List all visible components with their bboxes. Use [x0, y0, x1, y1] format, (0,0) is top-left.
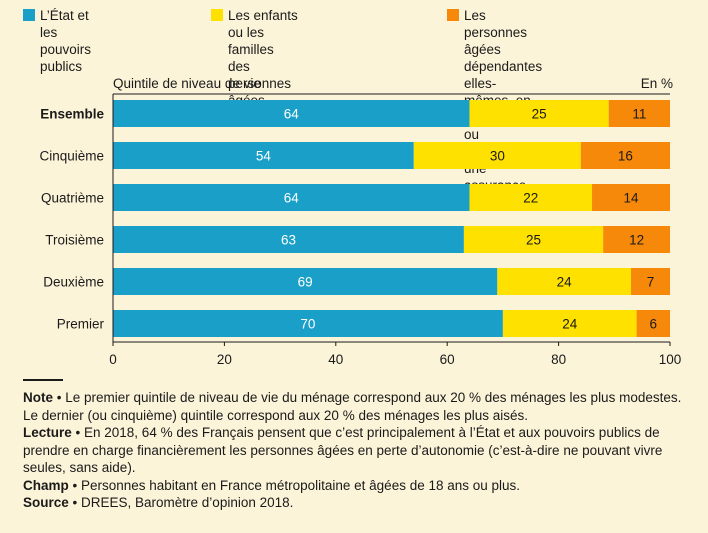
category-label: Premier: [57, 317, 105, 332]
notes-rule: [23, 379, 63, 381]
unit-label: En %: [641, 76, 673, 91]
bar-value-label: 54: [256, 149, 272, 164]
notes-block: Note • Le premier quintile de niveau de …: [23, 379, 693, 512]
category-label: Ensemble: [40, 107, 104, 122]
category-label: Cinquième: [39, 149, 104, 164]
x-tick-label: 60: [440, 352, 455, 367]
bar-segment: [497, 268, 632, 295]
legend-swatch-self: [447, 9, 459, 21]
category-label: Quatrième: [41, 191, 104, 206]
x-tick-label: 100: [659, 352, 682, 367]
bar-segment: [592, 184, 670, 211]
bar-value-label: 24: [562, 317, 578, 332]
x-tick-label: 0: [109, 352, 117, 367]
champ-label: Champ: [23, 477, 69, 493]
bar-value-label: 25: [526, 233, 541, 248]
bar-value-label: 25: [532, 107, 547, 122]
bar-segment: [113, 142, 414, 169]
bar-segment: [113, 184, 470, 211]
bar-value-label: 7: [647, 275, 655, 290]
legend-swatch-state: [23, 9, 35, 21]
bar-value-label: 14: [623, 191, 639, 206]
bar-value-label: 64: [284, 191, 300, 206]
note-label: Note: [23, 390, 53, 405]
x-tick-label: 20: [217, 352, 232, 367]
source-label: Source: [23, 495, 69, 510]
bar-segment: [113, 268, 498, 295]
legend-swatch-family: [211, 9, 223, 21]
bar-segment: [469, 100, 609, 127]
bar-segment: [580, 142, 670, 169]
champ-text: • Personnes habitant en France métropoli…: [68, 477, 521, 493]
bar-segment: [636, 310, 670, 337]
note-paragraph: Note • Le premier quintile de niveau de …: [23, 389, 693, 424]
bar-value-label: 11: [632, 107, 646, 122]
bar-value-label: 64: [284, 107, 300, 122]
category-label: Deuxième: [43, 275, 104, 290]
bar-segment: [502, 310, 637, 337]
bar-segment: [603, 226, 670, 253]
note-text: • Le premier quintile de niveau de vie d…: [23, 390, 682, 423]
axis-title: Quintile de niveau de vie: [113, 76, 261, 91]
bar-segment: [631, 268, 670, 295]
bar-value-label: 6: [650, 317, 658, 332]
bar-segment: [113, 310, 503, 337]
stacked-bar-chart: Quintile de niveau de vie En % Ensemble 6…: [39, 76, 682, 367]
bar-segment: [608, 100, 670, 127]
bar-value-label: 69: [298, 275, 313, 290]
bar-segment: [463, 226, 604, 253]
bar-value-label: 16: [618, 149, 633, 164]
legend-label-state: L’État et les pouvoirs publics: [40, 8, 92, 74]
bar-value-label: 63: [281, 233, 296, 248]
lecture-label: Lecture: [23, 425, 72, 440]
lecture-paragraph: Lecture • En 2018, 64 % des Français pen…: [23, 424, 693, 477]
bar-segment: [413, 142, 581, 169]
bar-segment: [469, 184, 593, 211]
source-paragraph: Source • DREES, Baromètre d’opinion 2018…: [23, 494, 693, 512]
bar-value-label: 70: [300, 317, 315, 332]
lecture-text: • En 2018, 64 % des Français pensent que…: [23, 425, 663, 475]
bar-segment: [113, 100, 470, 127]
bar-value-label: 24: [557, 275, 573, 290]
bar-value-label: 12: [629, 233, 644, 248]
x-tick-label: 80: [551, 352, 566, 367]
category-label: Troisième: [45, 233, 104, 248]
champ-paragraph: Champ • Personnes habitant en France mét…: [23, 477, 693, 495]
bar-segment: [113, 226, 464, 253]
source-text: • DREES, Baromètre d’opinion 2018.: [68, 495, 294, 510]
bar-value-label: 22: [523, 191, 538, 206]
x-tick-label: 40: [328, 352, 343, 367]
bar-value-label: 30: [490, 149, 505, 164]
